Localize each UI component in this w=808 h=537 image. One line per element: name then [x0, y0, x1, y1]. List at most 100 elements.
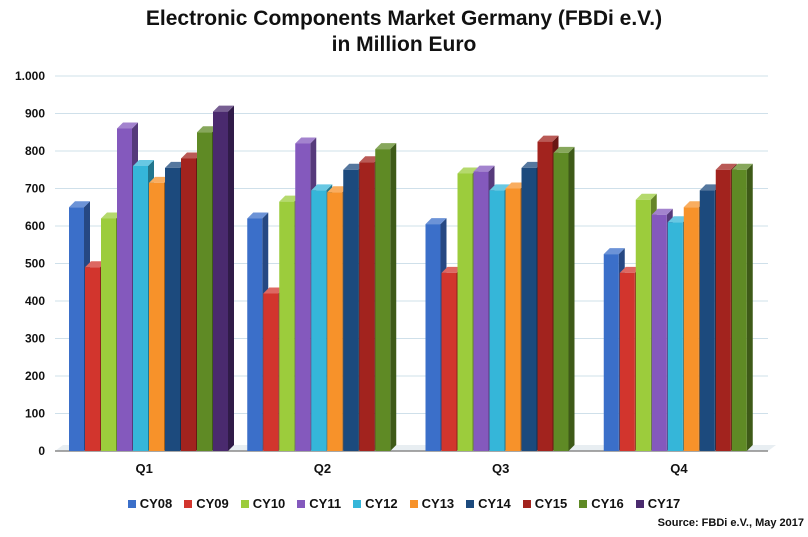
- bar-cy11-q1: [117, 128, 132, 451]
- bar-cy13-q1: [149, 182, 164, 451]
- y-tick-label: 800: [25, 144, 45, 158]
- bar-top-cy15-q2: [359, 156, 381, 163]
- bar-cy11-q3: [473, 171, 489, 451]
- bar-top-cy16-q2: [375, 143, 397, 150]
- y-tick-label: 900: [25, 107, 45, 121]
- legend-label: CY16: [591, 496, 624, 511]
- y-tick-label: 100: [25, 407, 45, 421]
- bar-top-cy08-q2: [247, 212, 269, 219]
- bar-cy11-q4: [651, 214, 667, 451]
- chart-legend: CY08 CY09 CY10 CY11 CY12 CY13 CY14 CY15 CY16 CY17: [0, 496, 808, 511]
- bar-cy14-q2: [343, 169, 359, 451]
- legend-label: CY12: [365, 496, 398, 511]
- bar-cy13-q2: [327, 192, 343, 451]
- bar-cy14-q3: [521, 167, 537, 451]
- legend-item: CY09: [184, 496, 229, 511]
- bar-cy16-q1: [197, 132, 212, 451]
- bar-side-cy16-q3: [568, 146, 575, 451]
- y-tick-label: 500: [25, 257, 45, 271]
- legend-item: CY08: [127, 496, 172, 511]
- bar-cy17-q1: [213, 111, 228, 451]
- legend-label: CY11: [309, 496, 342, 511]
- legend-label: CY15: [534, 496, 568, 511]
- legend-item: CY12: [353, 496, 398, 511]
- bar-top-cy09-q4: [619, 266, 641, 273]
- bar-cy15-q2: [359, 162, 375, 451]
- x-tick-label: Q3: [492, 461, 509, 476]
- bar-top-cy12-q1: [133, 160, 154, 166]
- source-note: Source: FBDi e.V., May 2017: [657, 517, 804, 529]
- bar-cy13-q4: [683, 207, 699, 451]
- bar-cy09-q3: [441, 272, 457, 451]
- legend-item: CY15: [522, 496, 568, 511]
- x-tick-label: Q2: [314, 461, 331, 476]
- legend-swatch: [353, 499, 362, 508]
- y-tick-label: 0: [38, 444, 45, 458]
- bar-top-cy13-q2: [327, 186, 349, 193]
- bar-top-cy13-q4: [683, 201, 705, 208]
- bar-cy09-q2: [263, 293, 279, 451]
- legend-item: CY16: [579, 496, 624, 511]
- bar-top-cy08-q4: [603, 248, 625, 255]
- bar-top-cy16-q4: [731, 163, 753, 170]
- legend-label: CY17: [647, 496, 681, 511]
- y-tick-label: 600: [25, 219, 45, 233]
- legend-swatch: [127, 499, 136, 508]
- y-tick-label: 400: [25, 294, 45, 308]
- bar-cy15-q3: [537, 141, 553, 451]
- legend-item: CY13: [409, 496, 455, 511]
- bar-cy12-q1: [133, 166, 148, 451]
- bar-cy14-q4: [699, 190, 715, 451]
- bar-top-cy14-q4: [699, 184, 721, 191]
- bar-cy15-q1: [181, 158, 196, 451]
- bar-top-cy08-q3: [425, 218, 447, 225]
- bar-top-cy11-q1: [117, 122, 138, 129]
- bar-cy10-q2: [279, 201, 295, 451]
- bar-cy14-q1: [165, 167, 180, 451]
- chart-title: Electronic Components Market Germany (FB…: [0, 6, 808, 58]
- legend-label: CY14: [478, 496, 511, 511]
- bar-cy08-q1: [69, 207, 84, 451]
- legend-swatch: [297, 499, 306, 508]
- bar-cy08-q3: [425, 224, 441, 451]
- bar-top-cy09-q1: [85, 261, 106, 268]
- bar-cy08-q4: [603, 254, 619, 451]
- legend-swatch: [579, 499, 588, 508]
- bar-cy09-q1: [85, 267, 100, 451]
- bar-cy15-q4: [715, 169, 731, 451]
- bar-top-cy12-q2: [311, 184, 333, 191]
- bar-top-cy11-q3: [473, 165, 495, 172]
- bar-top-cy10-q1: [101, 212, 122, 219]
- bar-top-cy17-q1: [213, 105, 234, 112]
- bar-top-cy09-q2: [263, 287, 285, 294]
- bar-cy09-q4: [619, 272, 635, 451]
- bar-cy13-q3: [505, 188, 521, 451]
- legend-label: CY13: [421, 496, 455, 511]
- legend-item: CY17: [635, 496, 681, 511]
- y-tick-label: 200: [25, 369, 45, 383]
- bar-cy12-q4: [667, 222, 683, 451]
- bar-top-cy15-q3: [537, 135, 559, 142]
- legend-item: CY10: [240, 496, 285, 511]
- bar-top-cy14-q2: [343, 163, 365, 170]
- bar-cy16-q4: [731, 169, 747, 451]
- bar-top-cy13-q3: [505, 182, 527, 189]
- bar-cy16-q2: [375, 149, 391, 451]
- bar-top-cy09-q3: [441, 266, 463, 273]
- bar-top-cy10-q4: [635, 193, 657, 200]
- bar-top-cy12-q4: [667, 216, 689, 223]
- chart-title-line1: Electronic Components Market Germany (FB…: [145, 7, 663, 30]
- bar-top-cy15-q1: [181, 152, 202, 159]
- bar-side-cy16-q4: [746, 163, 753, 451]
- bar-cy12-q3: [489, 190, 505, 451]
- chart-floor: [55, 445, 776, 451]
- bar-top-cy10-q2: [279, 195, 301, 202]
- bar-side-cy16-q2: [390, 143, 397, 451]
- bar-cy10-q4: [635, 199, 651, 451]
- bar-top-cy16-q1: [197, 126, 218, 133]
- bar-cy08-q2: [247, 218, 263, 451]
- bar-cy10-q3: [457, 173, 473, 451]
- legend-swatch: [466, 499, 475, 508]
- bar-cy16-q3: [553, 152, 569, 451]
